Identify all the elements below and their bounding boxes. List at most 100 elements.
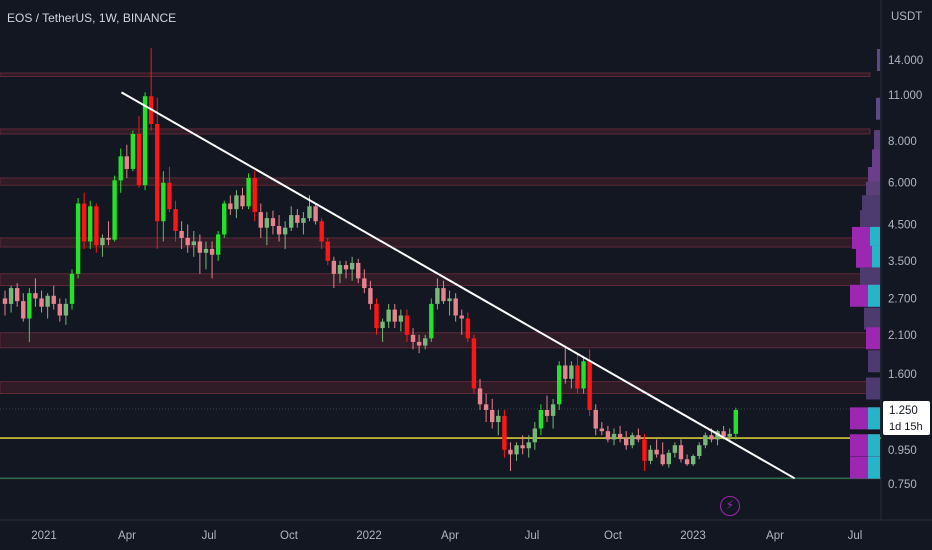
candle-body <box>124 156 129 169</box>
candle-body <box>380 321 385 329</box>
candle-body <box>252 177 257 213</box>
candle-body <box>118 156 123 181</box>
price-tick-label: 11.000 <box>888 90 922 102</box>
volume-profile-bar <box>866 327 880 350</box>
candle-body <box>471 338 477 389</box>
candle-body <box>697 445 702 456</box>
price-axis[interactable]: 14.000 11.000 8.000 6.000 4.500 3.500 2.700 2.1… <box>888 55 923 491</box>
time-tick-label: 2021 <box>31 530 57 542</box>
time-axis[interactable]: 2021 Apr Jul Oct 2022 Apr Jul Oct 2023 Apr Jul <box>31 530 862 542</box>
candle-body <box>234 195 239 210</box>
candle-body <box>301 218 306 223</box>
candle-body <box>69 273 75 304</box>
candle-body <box>660 454 665 465</box>
volume-profile-bar <box>866 377 880 400</box>
candle-body <box>173 209 178 232</box>
candle-body <box>2 298 8 304</box>
candle-body <box>51 295 56 304</box>
candle-body <box>672 445 678 453</box>
price-tick-label: 3.500 <box>888 256 917 268</box>
candle-body <box>75 203 81 274</box>
volume-profile-bar <box>872 149 880 172</box>
candle-body <box>319 221 324 242</box>
candle-body <box>88 206 93 242</box>
candle-body <box>161 182 166 222</box>
resistance-zone <box>0 177 871 186</box>
time-tick-label: Apr <box>766 530 784 542</box>
candle-body <box>477 388 483 405</box>
price-tick-label: 2.100 <box>888 330 917 342</box>
candle-body <box>423 338 428 346</box>
time-tick-label: Oct <box>280 530 299 542</box>
candle-body <box>642 439 647 461</box>
candle-body <box>258 212 263 228</box>
candle-body <box>483 404 489 410</box>
candle-body <box>313 206 318 222</box>
candle-body <box>508 449 513 455</box>
candle-body <box>197 241 203 253</box>
candle-body <box>392 309 397 322</box>
candle-body <box>550 404 556 416</box>
candle-body <box>605 431 611 440</box>
candle-body <box>441 288 446 302</box>
lightning-icon[interactable]: ⚡ <box>720 496 740 516</box>
candle-body <box>520 445 525 449</box>
current-price-label <box>883 401 930 435</box>
price-tick-label: 4.500 <box>888 219 917 231</box>
candle-body <box>435 288 440 304</box>
candle-body <box>569 365 574 379</box>
time-tick-label: Jul <box>525 530 540 542</box>
candle-body <box>215 234 221 255</box>
candle-body <box>276 226 282 235</box>
candle-body <box>715 431 720 440</box>
current-price-value: 1.250 <box>889 405 918 417</box>
candle-body <box>611 433 617 440</box>
time-tick-label: 2022 <box>356 530 382 542</box>
resistance-zone <box>0 237 871 248</box>
candle-body <box>490 409 495 423</box>
candle-body <box>33 293 38 299</box>
candle-body <box>575 365 580 389</box>
candle-body <box>100 237 105 246</box>
candle-body <box>228 203 233 210</box>
candle-body <box>429 303 434 339</box>
candle-body <box>703 435 708 446</box>
volume-profile-bar-value-area <box>868 407 880 430</box>
candle-body <box>45 295 50 307</box>
candle-body <box>599 428 605 432</box>
candle-body <box>630 435 635 446</box>
time-tick-label: 2023 <box>680 530 706 542</box>
candle-body <box>191 241 196 246</box>
time-tick-label: Apr <box>441 530 459 542</box>
resistance-zone <box>0 72 871 77</box>
candle-body <box>362 278 367 289</box>
candle-body <box>581 361 586 389</box>
volume-profile-bar <box>874 130 880 153</box>
volume-profile-bar <box>877 49 880 71</box>
candle-body <box>416 341 422 346</box>
candle-body <box>331 260 337 274</box>
candle-body <box>130 134 136 169</box>
candle-body <box>343 265 349 270</box>
candle-body <box>636 435 641 440</box>
volume-profile-bar-value-area <box>868 284 880 307</box>
candle-body <box>179 231 184 238</box>
candle-body <box>295 215 300 223</box>
candle-body <box>112 180 117 240</box>
price-tick-label: 1.600 <box>888 369 917 381</box>
price-tick-label: 0.950 <box>888 445 917 457</box>
volume-profile-bar <box>860 210 880 233</box>
candle-body <box>514 445 519 455</box>
candle-body <box>447 298 452 302</box>
volume-profile-bar-value-area <box>872 245 880 268</box>
time-tick-label: Jul <box>848 530 863 542</box>
trendline[interactable] <box>120 91 796 480</box>
candle-body <box>185 237 190 246</box>
candle-body <box>203 248 209 253</box>
volume-profile-bar <box>868 350 880 373</box>
price-tick-label: 6.000 <box>888 178 917 190</box>
candle-body <box>307 206 312 219</box>
time-tick-label: Oct <box>604 530 623 542</box>
resistance-zone <box>0 332 871 349</box>
